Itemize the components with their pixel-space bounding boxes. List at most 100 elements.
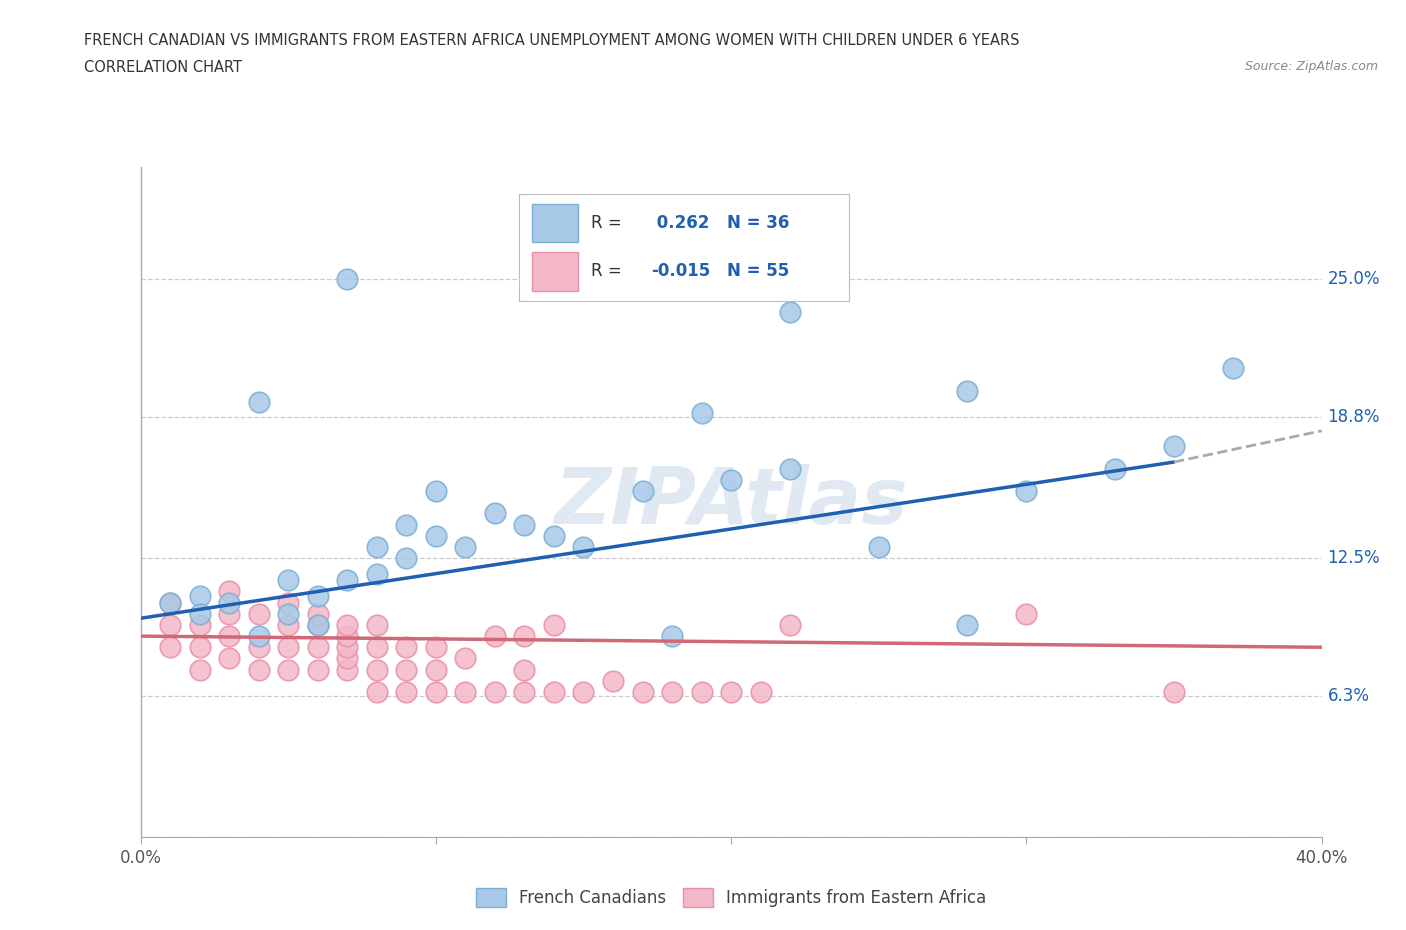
Point (631, 684, 654, 699)
Point (336, 629, 359, 644)
Point (188, 606, 211, 621)
Point (366, 640, 388, 655)
Point (1015, 484, 1038, 498)
Point (277, 595, 299, 610)
Point (366, 684, 388, 699)
Point (218, 629, 240, 644)
Point (188, 618, 211, 632)
Point (484, 684, 506, 699)
Point (956, 618, 979, 632)
Point (425, 684, 447, 699)
Point (661, 629, 683, 644)
Point (307, 589, 329, 604)
Point (277, 573, 299, 588)
Point (572, 684, 595, 699)
Point (425, 484, 447, 498)
Point (307, 640, 329, 655)
Point (307, 618, 329, 632)
Point (690, 405, 713, 420)
Point (247, 629, 270, 644)
Point (336, 272, 359, 286)
Point (395, 551, 418, 565)
Point (690, 684, 713, 699)
Point (247, 606, 270, 621)
Point (247, 640, 270, 655)
Point (277, 662, 299, 677)
Point (572, 539, 595, 554)
Text: 18.8%: 18.8% (1327, 408, 1381, 426)
Point (307, 606, 329, 621)
Point (395, 684, 418, 699)
Text: ZIPAtlas: ZIPAtlas (554, 464, 908, 540)
Point (1015, 606, 1038, 621)
Point (425, 640, 447, 655)
Point (484, 629, 506, 644)
Point (307, 662, 329, 677)
Point (1104, 461, 1126, 476)
Point (602, 673, 624, 688)
Point (366, 618, 388, 632)
Point (247, 662, 270, 677)
Point (188, 662, 211, 677)
Point (307, 618, 329, 632)
Point (395, 662, 418, 677)
Point (956, 383, 979, 398)
Point (395, 640, 418, 655)
Point (720, 684, 742, 699)
Point (277, 640, 299, 655)
Point (1163, 439, 1185, 454)
Point (484, 506, 506, 521)
Point (159, 640, 181, 655)
Point (336, 640, 359, 655)
Point (513, 662, 536, 677)
Point (779, 618, 801, 632)
Point (661, 684, 683, 699)
Point (159, 595, 181, 610)
Point (779, 305, 801, 320)
Point (513, 629, 536, 644)
Point (454, 651, 477, 666)
Point (779, 461, 801, 476)
Point (425, 528, 447, 543)
Point (425, 662, 447, 677)
Point (218, 584, 240, 599)
Point (366, 539, 388, 554)
Point (543, 528, 565, 543)
Point (1163, 684, 1185, 699)
Point (366, 566, 388, 581)
Point (454, 539, 477, 554)
Point (1222, 361, 1244, 376)
Point (366, 662, 388, 677)
Point (631, 484, 654, 498)
Point (188, 640, 211, 655)
Point (749, 684, 772, 699)
Point (159, 595, 181, 610)
Text: 6.3%: 6.3% (1327, 687, 1369, 705)
Point (868, 539, 890, 554)
Text: FRENCH CANADIAN VS IMMIGRANTS FROM EASTERN AFRICA UNEMPLOYMENT AMONG WOMEN WITH : FRENCH CANADIAN VS IMMIGRANTS FROM EASTE… (84, 33, 1019, 47)
Text: CORRELATION CHART: CORRELATION CHART (84, 60, 242, 75)
Point (247, 394, 270, 409)
Point (218, 595, 240, 610)
Point (395, 517, 418, 532)
Text: 25.0%: 25.0% (1327, 270, 1381, 288)
Point (513, 684, 536, 699)
Point (159, 618, 181, 632)
Point (336, 651, 359, 666)
Point (543, 684, 565, 699)
Point (513, 517, 536, 532)
Point (454, 684, 477, 699)
Point (720, 472, 742, 487)
Point (188, 589, 211, 604)
Point (543, 618, 565, 632)
Point (277, 606, 299, 621)
Point (277, 618, 299, 632)
Point (218, 606, 240, 621)
Text: Source: ZipAtlas.com: Source: ZipAtlas.com (1244, 60, 1378, 73)
Text: 12.5%: 12.5% (1327, 549, 1381, 567)
Point (336, 573, 359, 588)
Point (336, 662, 359, 677)
Legend: French Canadians, Immigrants from Eastern Africa: French Canadians, Immigrants from Easter… (467, 880, 995, 916)
Point (336, 618, 359, 632)
Point (218, 651, 240, 666)
